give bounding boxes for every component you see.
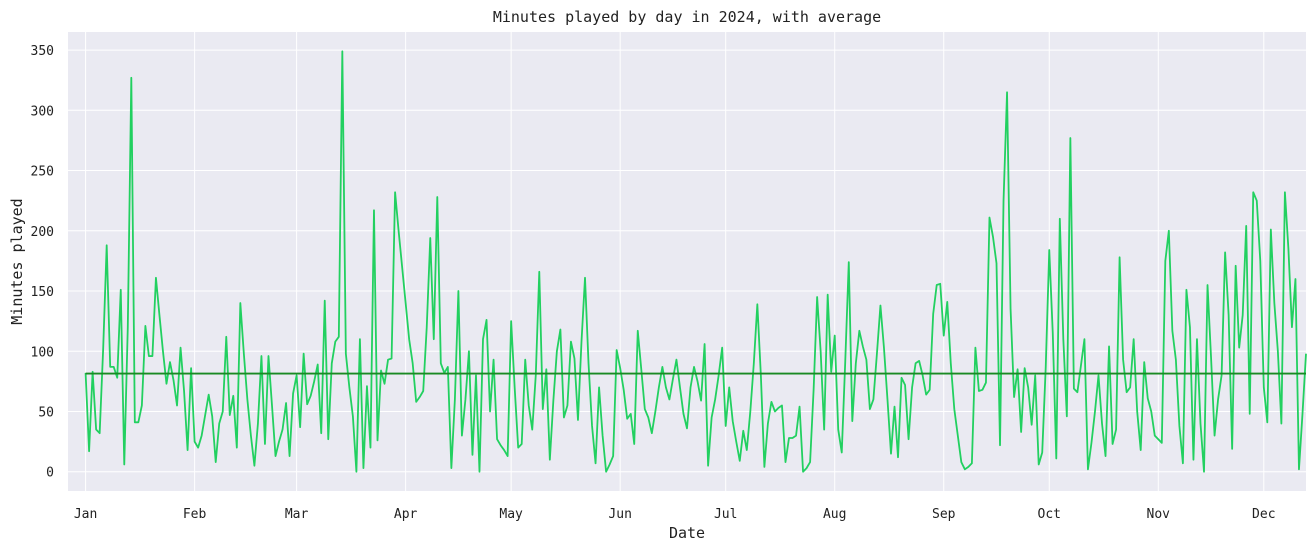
series-layer <box>84 50 1307 473</box>
y-tick-label: 100 <box>31 345 54 360</box>
x-tick-label: Oct <box>1038 507 1061 522</box>
x-tick-label: Feb <box>183 507 207 522</box>
y-tick-label: 150 <box>31 285 54 300</box>
x-tick-label: Jul <box>714 507 737 522</box>
y-tick-label: 0 <box>46 466 54 481</box>
plot-background <box>68 32 1306 491</box>
chart-title: Minutes played by day in 2024, with aver… <box>493 8 881 26</box>
y-tick-label: 50 <box>38 405 54 420</box>
tick-labels: 0 50 100 150 200 250 300 350 Jan Feb Mar Apr May Jun J… <box>31 44 1276 522</box>
grid-lines <box>68 32 1306 491</box>
x-tick-label: Jan <box>74 507 97 522</box>
x-tick-label: Jun <box>608 507 631 522</box>
y-tick-label: 250 <box>31 165 54 180</box>
x-tick-label: Mar <box>285 507 309 522</box>
y-axis-title: Minutes played <box>8 198 26 324</box>
x-tick-label: Aug <box>823 507 846 522</box>
y-tick-label: 200 <box>31 225 54 240</box>
y-tick-label: 300 <box>31 104 54 119</box>
x-axis-title: Date <box>669 524 705 542</box>
x-tick-label: Sep <box>932 507 956 522</box>
x-tick-label: May <box>499 507 523 522</box>
y-tick-label: 350 <box>31 44 54 59</box>
x-tick-label: Dec <box>1252 507 1275 522</box>
x-tick-label: Nov <box>1147 507 1171 522</box>
x-tick-label: Apr <box>394 507 418 522</box>
